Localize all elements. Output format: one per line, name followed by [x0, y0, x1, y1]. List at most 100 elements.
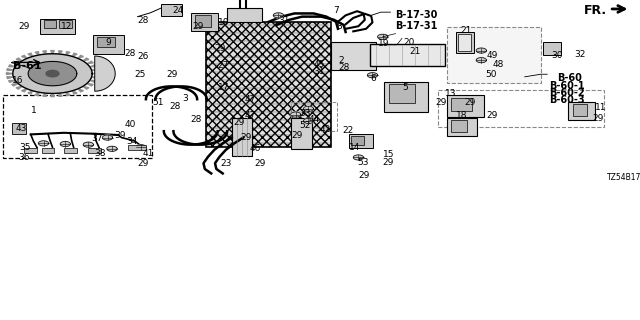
Text: 19: 19	[378, 39, 389, 48]
Polygon shape	[7, 77, 13, 78]
Polygon shape	[13, 54, 92, 93]
Text: 9: 9	[106, 38, 111, 47]
Text: FR.: FR.	[584, 4, 607, 17]
Text: 1: 1	[31, 106, 36, 115]
Text: 29: 29	[18, 22, 29, 31]
Text: 36: 36	[18, 153, 29, 162]
Bar	[349, 134, 373, 148]
Polygon shape	[102, 135, 113, 140]
Bar	[291, 102, 337, 131]
Polygon shape	[35, 52, 39, 55]
Text: 3: 3	[182, 94, 188, 103]
Text: B-17-30: B-17-30	[396, 10, 438, 20]
Text: 27: 27	[218, 61, 229, 70]
Bar	[128, 145, 146, 150]
Bar	[24, 148, 37, 153]
Text: 29: 29	[592, 114, 604, 123]
Text: 40: 40	[125, 120, 136, 129]
Polygon shape	[72, 53, 77, 56]
Text: 24: 24	[173, 6, 184, 15]
Bar	[447, 118, 477, 136]
Bar	[447, 95, 484, 117]
Text: 53: 53	[357, 158, 369, 167]
Text: 44: 44	[308, 115, 320, 124]
Text: 28: 28	[170, 102, 181, 111]
Text: 52: 52	[300, 121, 311, 130]
Text: 28: 28	[191, 115, 202, 124]
Text: 7: 7	[333, 6, 339, 15]
Bar	[97, 37, 115, 47]
Text: 50: 50	[485, 70, 497, 79]
Polygon shape	[28, 53, 33, 56]
Text: 10: 10	[218, 18, 229, 27]
Polygon shape	[95, 56, 115, 91]
Text: 43: 43	[16, 124, 28, 133]
Polygon shape	[92, 69, 98, 70]
Bar	[206, 22, 331, 147]
Text: 39: 39	[114, 131, 125, 140]
Polygon shape	[59, 93, 62, 96]
Text: 46: 46	[250, 144, 261, 153]
Text: 26: 26	[138, 52, 149, 61]
Text: 31: 31	[314, 67, 325, 76]
Text: 29: 29	[464, 98, 476, 107]
Bar	[59, 20, 72, 28]
Text: 20: 20	[403, 38, 415, 47]
Polygon shape	[367, 73, 378, 78]
Polygon shape	[51, 93, 54, 97]
Bar	[227, 8, 262, 22]
Text: 47: 47	[244, 95, 256, 104]
Bar	[451, 98, 472, 111]
Text: 28: 28	[138, 16, 149, 25]
Text: B-17-31: B-17-31	[396, 21, 438, 31]
Polygon shape	[60, 141, 70, 147]
Text: 16: 16	[12, 76, 23, 85]
Polygon shape	[8, 80, 15, 82]
Text: 14: 14	[349, 143, 360, 152]
Text: TZ54B1720H: TZ54B1720H	[607, 173, 640, 182]
Bar	[42, 148, 54, 153]
Bar	[351, 136, 364, 145]
Polygon shape	[83, 142, 93, 147]
Polygon shape	[12, 61, 18, 64]
Text: 33: 33	[300, 109, 311, 118]
Text: 28: 28	[338, 63, 349, 72]
Text: 17: 17	[218, 83, 229, 92]
Polygon shape	[303, 118, 314, 124]
Text: 48: 48	[493, 60, 504, 69]
Polygon shape	[353, 155, 364, 160]
Polygon shape	[87, 61, 93, 64]
Text: 8: 8	[336, 22, 342, 31]
Text: 31: 31	[278, 16, 290, 25]
Bar	[232, 118, 252, 156]
Bar	[370, 44, 445, 66]
Polygon shape	[51, 51, 54, 54]
Polygon shape	[43, 93, 46, 96]
Bar	[568, 102, 595, 120]
Polygon shape	[22, 89, 27, 92]
Text: B-61: B-61	[13, 61, 42, 71]
Bar	[389, 84, 415, 103]
Text: 11: 11	[595, 103, 607, 112]
Text: 28: 28	[125, 49, 136, 58]
Bar	[64, 148, 77, 153]
Bar	[88, 148, 101, 153]
Bar	[458, 34, 471, 51]
Polygon shape	[291, 112, 301, 117]
Polygon shape	[83, 58, 89, 61]
Polygon shape	[46, 70, 59, 77]
Text: 45: 45	[314, 60, 325, 69]
Text: 29: 29	[138, 159, 149, 168]
Text: 41: 41	[142, 149, 154, 158]
Text: 25: 25	[134, 70, 146, 79]
Text: 2: 2	[338, 56, 344, 65]
Polygon shape	[35, 92, 39, 96]
Polygon shape	[6, 73, 13, 75]
Bar	[543, 42, 561, 55]
Polygon shape	[476, 48, 486, 53]
Text: 29: 29	[255, 159, 266, 168]
Polygon shape	[78, 89, 83, 92]
Polygon shape	[16, 58, 22, 61]
Polygon shape	[303, 106, 314, 111]
Polygon shape	[28, 61, 77, 86]
